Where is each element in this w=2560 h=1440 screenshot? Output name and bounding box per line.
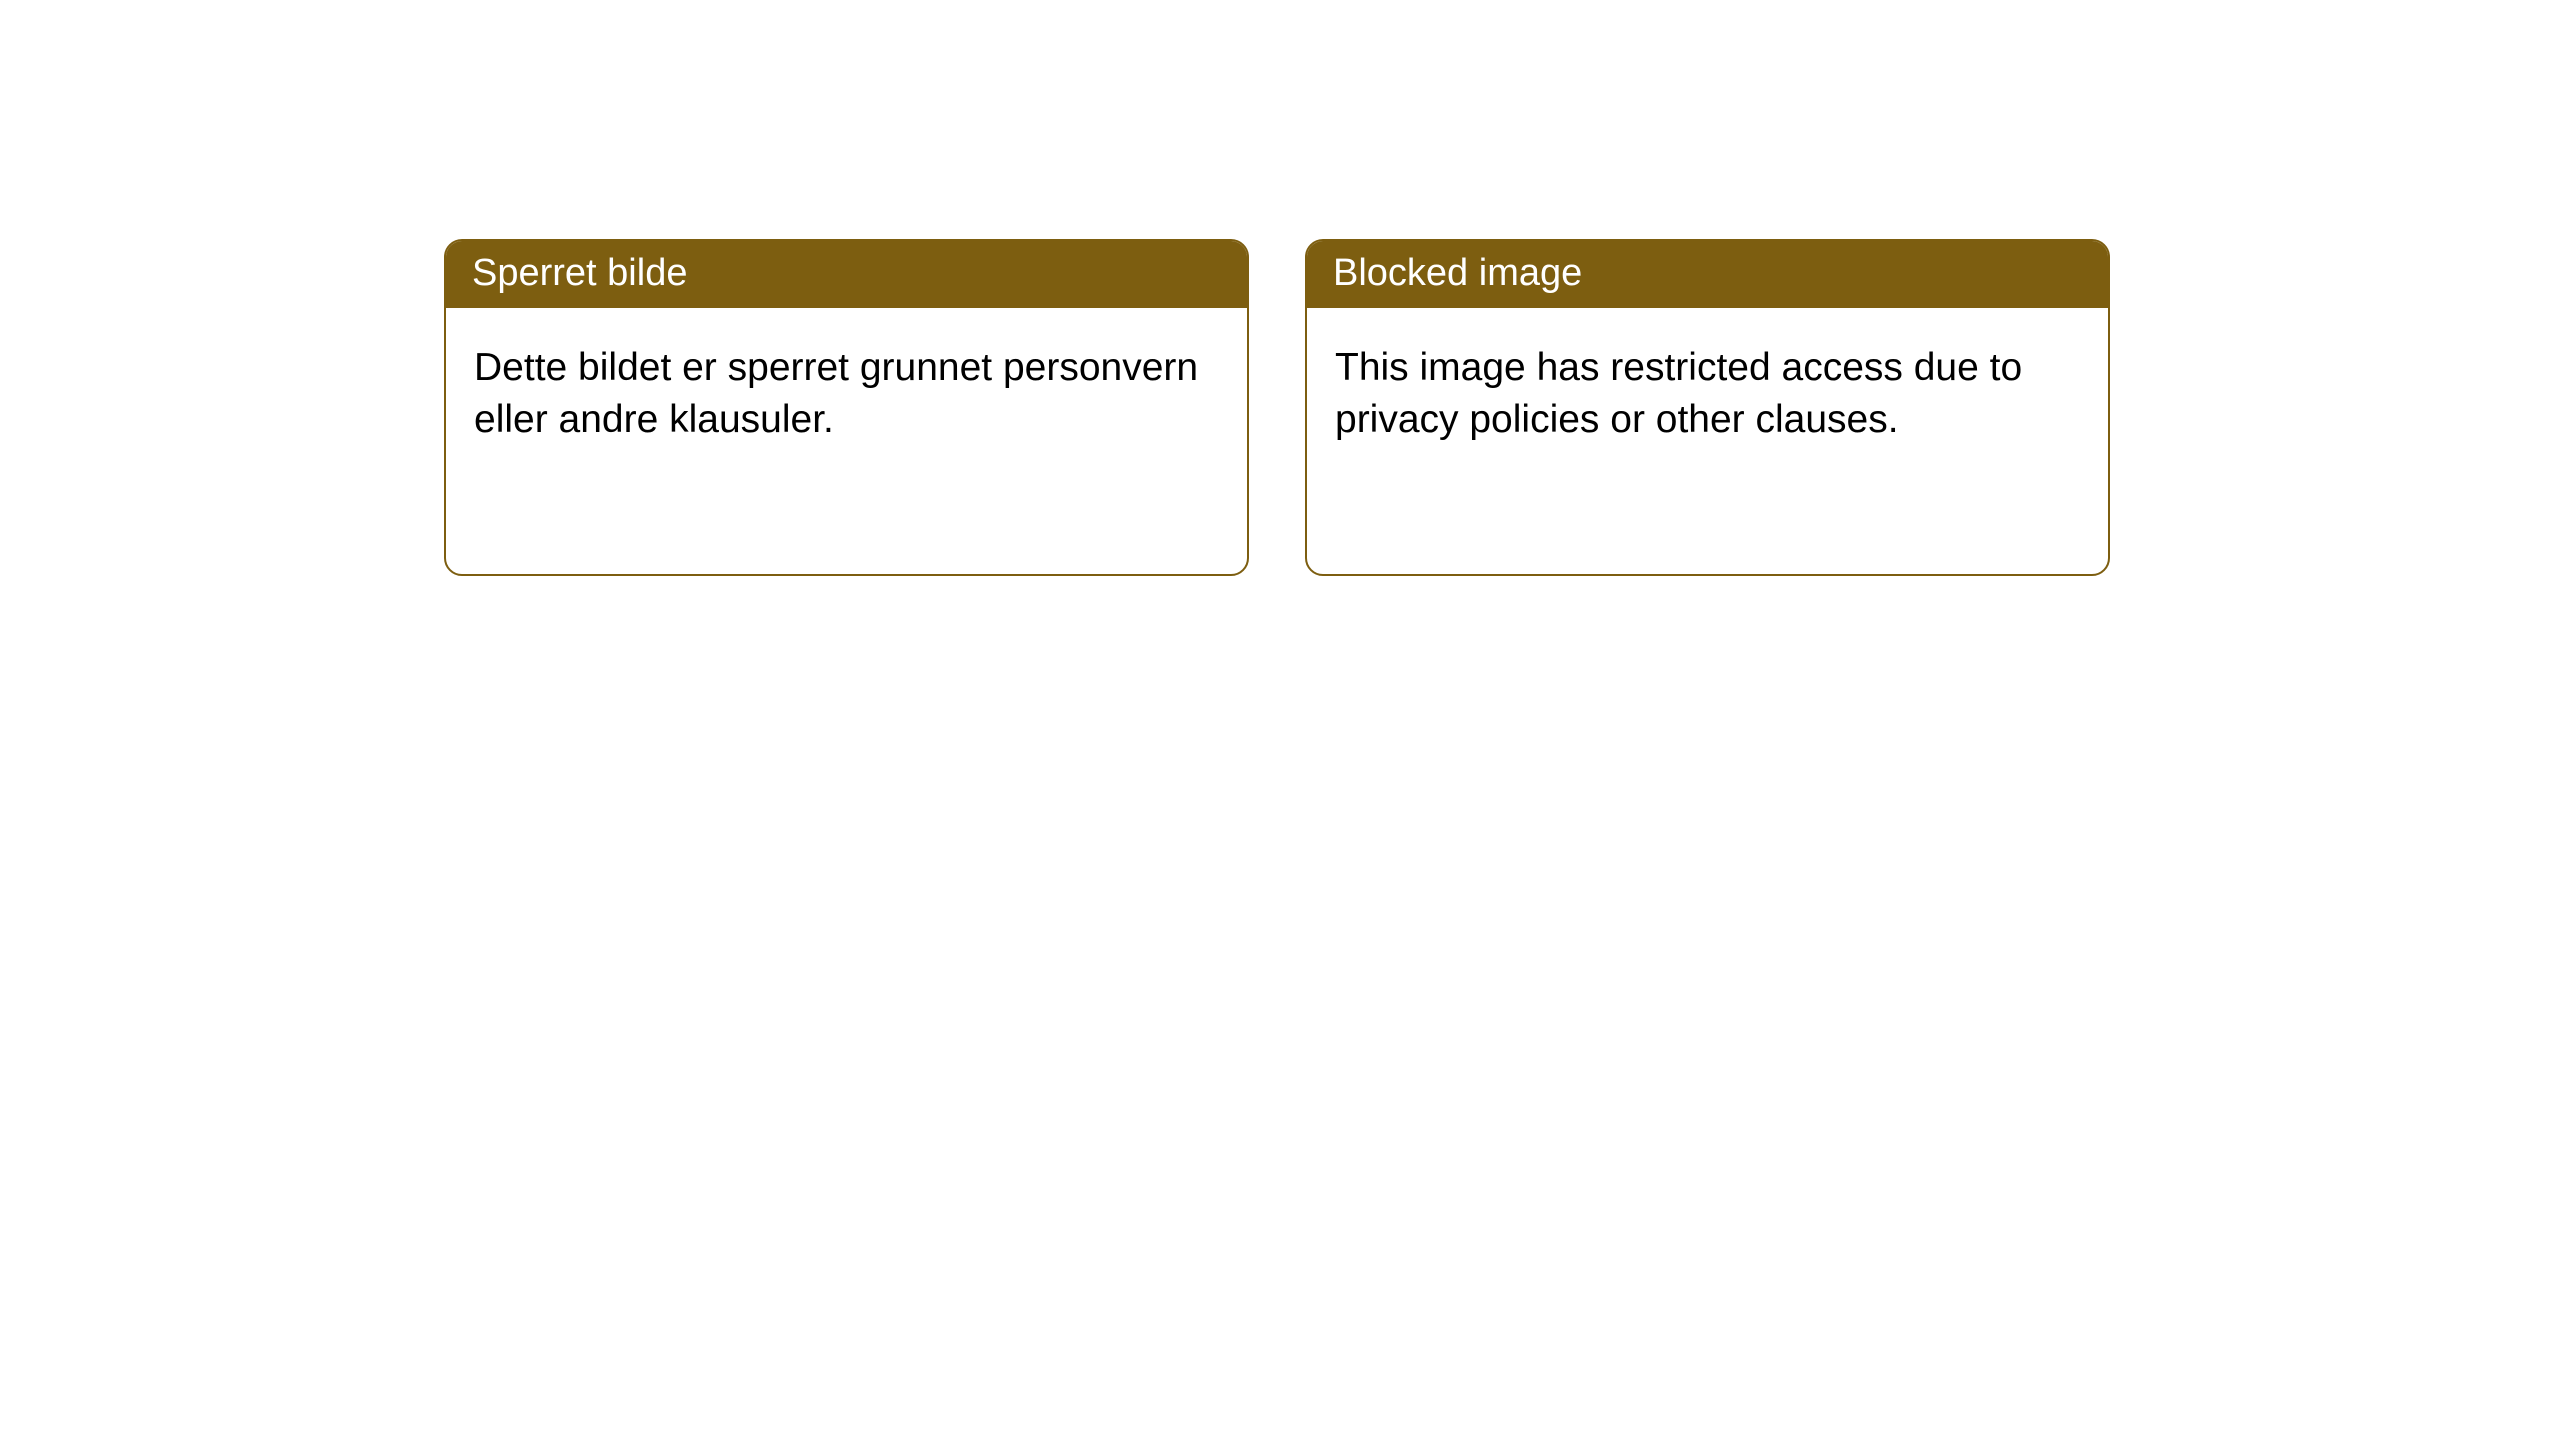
notice-card-body: Dette bildet er sperret grunnet personve… xyxy=(446,308,1247,481)
notice-card-english: Blocked image This image has restricted … xyxy=(1305,239,2110,576)
notice-card-title: Blocked image xyxy=(1307,241,2108,308)
notice-card-body: This image has restricted access due to … xyxy=(1307,308,2108,481)
notice-card-norwegian: Sperret bilde Dette bildet er sperret gr… xyxy=(444,239,1249,576)
notice-card-title: Sperret bilde xyxy=(446,241,1247,308)
notice-cards-container: Sperret bilde Dette bildet er sperret gr… xyxy=(444,239,2110,576)
